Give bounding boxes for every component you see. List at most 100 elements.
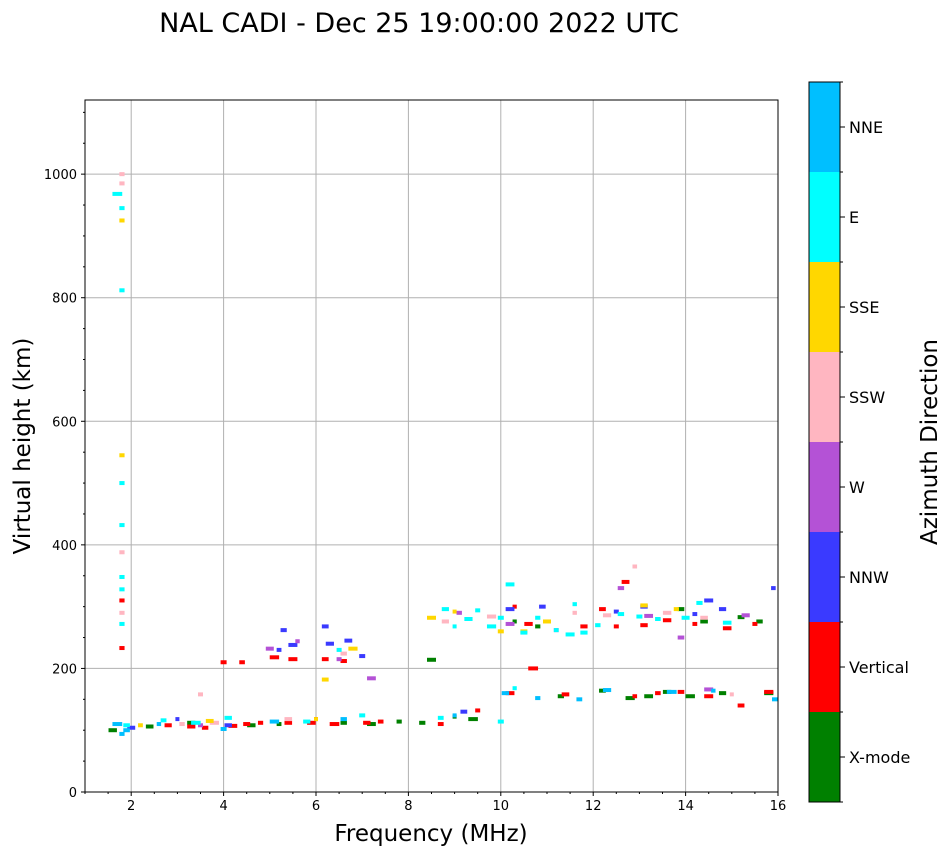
point-x-mode — [108, 728, 117, 733]
point-w — [505, 621, 515, 626]
point-nnw — [359, 654, 366, 659]
colorbar-label: Azimuth Direction — [917, 339, 943, 545]
colorbar-segment-x-mode — [809, 712, 840, 802]
colorbar-segment-sse — [809, 262, 840, 352]
point-x-mode — [718, 691, 727, 696]
point-ssw — [340, 651, 347, 656]
point-e — [464, 617, 473, 621]
point-sse — [640, 603, 648, 608]
point-ssw — [179, 722, 185, 727]
point-e — [123, 723, 130, 728]
point-nne — [772, 697, 778, 702]
point-vertical — [239, 660, 245, 665]
point-e — [681, 615, 690, 620]
point-vertical — [228, 723, 238, 728]
point-sse — [673, 607, 679, 612]
point-x-mode — [535, 624, 541, 629]
point-e — [617, 612, 625, 617]
point-e — [520, 630, 528, 635]
point-vertical — [561, 692, 570, 697]
point-nnw — [771, 586, 776, 591]
point-w — [336, 657, 342, 662]
point-nne — [666, 689, 677, 694]
point-e — [486, 624, 497, 629]
point-nne — [112, 722, 123, 727]
point-e — [636, 614, 643, 619]
point-x-mode — [247, 723, 256, 728]
colorbar-segment-e — [809, 172, 840, 262]
point-x-mode — [700, 619, 708, 624]
point-vertical — [655, 691, 661, 696]
point-ssw — [209, 720, 219, 725]
x-tick-label: 10 — [493, 799, 510, 814]
y-tick-label: 400 — [52, 539, 77, 554]
x-axis-ticks: 2 4 6 8 10 12 14 16 — [84, 792, 786, 814]
point-w — [644, 613, 654, 618]
x-tick-label: 4 — [219, 799, 227, 814]
point-vertical — [329, 722, 340, 727]
point-e — [119, 621, 125, 626]
colorbar-tick-label: NNW — [849, 568, 889, 587]
point-vertical — [752, 621, 758, 626]
point-e — [565, 632, 575, 637]
point-vertical — [621, 579, 630, 584]
point-nne — [452, 713, 457, 718]
point-w — [617, 586, 625, 591]
point-e — [497, 615, 504, 620]
point-nne — [156, 722, 162, 727]
point-nne — [269, 719, 280, 724]
point-e — [119, 523, 125, 528]
point-w — [456, 610, 462, 615]
point-vertical — [640, 623, 648, 628]
point-vertical — [524, 621, 533, 626]
point-ssw — [572, 610, 577, 615]
x-tick-label: 12 — [585, 799, 602, 814]
point-e — [595, 623, 601, 628]
point-e — [475, 608, 481, 613]
point-vertical — [764, 689, 774, 694]
point-x-mode — [367, 722, 376, 727]
point-x-mode — [756, 619, 763, 624]
point-e — [119, 206, 125, 211]
x-tick-label: 2 — [127, 799, 135, 814]
point-w — [677, 635, 685, 640]
point-x-mode — [340, 720, 347, 725]
point-vertical — [377, 719, 384, 724]
point-vertical — [119, 598, 125, 603]
point-vertical — [505, 691, 515, 696]
colorbar-tick-label: Vertical — [849, 658, 909, 677]
point-e — [119, 288, 125, 293]
point-vertical — [599, 607, 606, 612]
point-w — [265, 646, 274, 651]
point-vertical — [437, 722, 444, 727]
point-e — [696, 600, 703, 605]
point-sse — [348, 646, 358, 651]
point-vertical — [528, 666, 539, 671]
colorbar: X-mode Vertical NNW W SSW SSE E NNE — [808, 81, 910, 803]
point-nnw — [718, 607, 727, 612]
point-x-mode — [677, 607, 685, 612]
point-nnw — [325, 641, 334, 646]
x-tick-label: 8 — [404, 799, 412, 814]
colorbar-frame — [808, 81, 841, 803]
point-e — [497, 719, 504, 724]
point-e — [119, 574, 125, 579]
point-sse — [205, 718, 214, 723]
point-e — [437, 715, 444, 720]
point-vertical — [363, 720, 371, 725]
y-tick-label: 600 — [52, 415, 77, 430]
point-nne — [220, 726, 227, 731]
point-vertical — [475, 708, 481, 713]
y-tick-label: 0 — [69, 786, 77, 801]
point-vertical — [340, 659, 347, 664]
point-e — [112, 191, 123, 196]
point-vertical — [119, 646, 125, 651]
point-x-mode — [396, 719, 402, 724]
point-vertical — [692, 621, 698, 626]
point-ssw — [441, 619, 449, 624]
point-ssw — [729, 692, 734, 697]
y-tick-label: 200 — [52, 662, 77, 677]
point-vertical — [613, 624, 619, 629]
point-nnw — [505, 607, 515, 612]
